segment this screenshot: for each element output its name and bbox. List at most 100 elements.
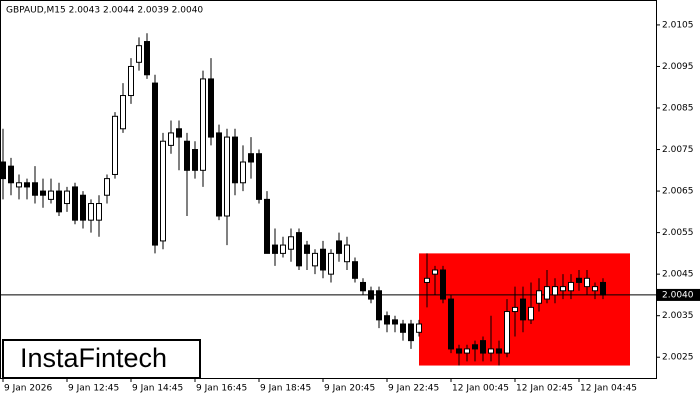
- x-tick-label: 12 Jan 02:45: [516, 384, 573, 394]
- candle-body: [472, 344, 478, 350]
- candle-body: [488, 348, 494, 354]
- candle-body: [576, 277, 582, 283]
- candle-body: [296, 232, 302, 267]
- candle-body: [344, 244, 350, 263]
- candle-body: [536, 290, 542, 304]
- candle-body: [560, 286, 566, 292]
- candle-body: [352, 261, 358, 279]
- candle-body: [384, 315, 390, 325]
- y-tick-label: 2.0025: [662, 353, 694, 363]
- candle-body: [584, 277, 590, 288]
- candle-body: [0, 161, 6, 180]
- candle-body: [72, 186, 78, 221]
- candle-body: [136, 45, 142, 63]
- candle-body: [520, 298, 526, 321]
- candle-body: [64, 190, 70, 205]
- candle-body: [512, 306, 518, 313]
- current-price-box: [657, 288, 700, 301]
- x-tick-label: 9 Jan 2026: [4, 384, 52, 394]
- y-tick-label: 2.0075: [662, 145, 694, 155]
- logo: InstaFintech: [20, 343, 167, 373]
- x-tick-label: 9 Jan 14:45: [132, 384, 183, 394]
- candle-body: [312, 252, 318, 267]
- x-tick-label: 12 Jan 04:45: [580, 384, 637, 394]
- candle-body: [552, 286, 558, 296]
- candle-body: [256, 153, 262, 200]
- candle-body: [360, 281, 366, 292]
- candle-body: [496, 348, 502, 354]
- current-price-label: 2.0040: [662, 290, 694, 300]
- candle-body: [168, 132, 174, 146]
- candle-body: [8, 165, 14, 184]
- candle-body: [376, 290, 382, 321]
- candle-body: [16, 182, 22, 188]
- candle-body: [568, 281, 574, 292]
- candle-body: [24, 182, 30, 188]
- chart-title: GBPAUD,M15 2.0043 2.0044 2.0039 2.0040: [6, 6, 203, 16]
- candle-body: [448, 298, 454, 350]
- candle-body: [40, 190, 46, 196]
- candle-body: [152, 82, 158, 246]
- candle-body: [120, 95, 126, 130]
- candle-body: [240, 161, 246, 184]
- candle-body: [104, 178, 110, 196]
- candle-body: [392, 319, 398, 325]
- candle-body: [288, 236, 294, 250]
- candle-body: [264, 198, 270, 254]
- candle-body: [144, 41, 150, 76]
- candle-body: [48, 190, 54, 200]
- candle-body: [416, 323, 422, 333]
- candle-body: [160, 140, 166, 242]
- candle-body: [200, 78, 206, 171]
- plot-frame: [0, 0, 657, 379]
- candle-body: [480, 340, 486, 354]
- candle-body: [280, 244, 286, 254]
- x-tick-label: 9 Jan 20:45: [324, 384, 375, 394]
- logo-box: [2, 339, 201, 379]
- candle-body: [80, 194, 86, 221]
- candle-body: [592, 286, 598, 292]
- candle-body: [544, 286, 550, 300]
- candle-body: [424, 277, 430, 283]
- x-tick-label: 9 Jan 22:45: [388, 384, 439, 394]
- candle-body: [56, 190, 62, 213]
- candle-body: [208, 78, 214, 138]
- candle-body: [456, 348, 462, 354]
- y-tick-label: 2.0045: [662, 270, 694, 280]
- candle-body: [32, 182, 38, 196]
- candle-body: [176, 128, 182, 138]
- candle-body: [96, 203, 102, 221]
- candle-body: [128, 65, 134, 97]
- x-tick-label: 9 Jan 12:45: [68, 384, 119, 394]
- candle-body: [320, 248, 326, 271]
- candle-body: [328, 252, 334, 275]
- candle-body: [272, 244, 278, 254]
- candle-body: [112, 115, 118, 175]
- candle-body: [336, 240, 342, 254]
- candle-body: [408, 323, 414, 342]
- candle-body: [192, 149, 198, 171]
- candle-body: [248, 153, 254, 163]
- candle-body: [528, 306, 534, 321]
- candle-body: [368, 290, 374, 300]
- candle-body: [88, 203, 94, 221]
- candle-body: [224, 136, 230, 217]
- candle-body: [184, 140, 190, 171]
- x-tick-label: 9 Jan 16:45: [196, 384, 247, 394]
- candle-body: [400, 323, 406, 333]
- candle-body: [216, 132, 222, 217]
- y-tick-label: 2.0035: [662, 311, 694, 321]
- candle-body: [440, 269, 446, 300]
- y-tick-label: 2.0065: [662, 187, 694, 197]
- y-tick-label: 2.0085: [662, 104, 694, 114]
- y-tick-label: 2.0105: [662, 20, 694, 30]
- y-tick-label: 2.0055: [662, 228, 694, 238]
- candle-body: [432, 269, 438, 275]
- candle-body: [600, 281, 606, 296]
- candle-body: [464, 348, 470, 354]
- candle-body: [504, 311, 510, 354]
- y-tick-label: 2.0095: [662, 62, 694, 72]
- candle-body: [232, 136, 238, 184]
- x-tick-label: 9 Jan 18:45: [260, 384, 311, 394]
